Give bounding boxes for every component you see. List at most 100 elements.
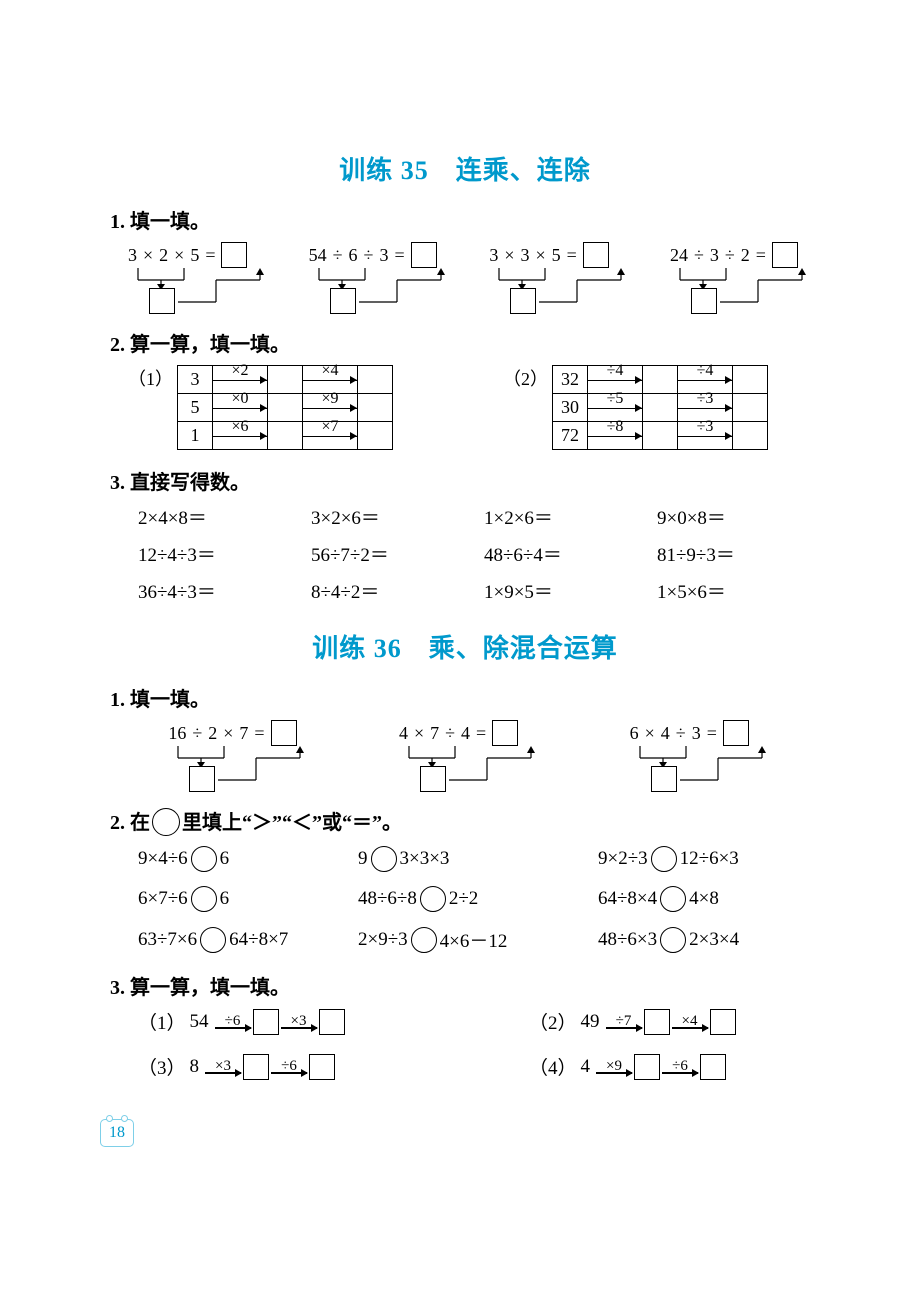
mental-math-item: 12÷4÷3＝ — [138, 540, 301, 567]
compare-item: 63÷7×664÷8×7 — [138, 926, 358, 953]
operator-2: ÷ — [676, 722, 686, 745]
compare-circle[interactable] — [651, 846, 677, 872]
mental-math-item: 1×5×6＝ — [657, 577, 820, 604]
operand-c: 5 — [190, 244, 199, 267]
chain-out-box[interactable] — [319, 1009, 345, 1035]
operand-c: 5 — [552, 244, 561, 267]
compare-circle[interactable] — [191, 846, 217, 872]
ex35-q2-row: （1） 3 ×2 ×4 5 ×0 ×9 1 ×6 ×7 （2） 32 ÷4 ÷4 — [128, 365, 820, 450]
chain-mid-box[interactable] — [643, 394, 678, 422]
chain-mid-box[interactable] — [268, 366, 303, 394]
mental-math-item: 9×0×8＝ — [657, 503, 820, 530]
step-box[interactable] — [691, 288, 717, 314]
operand-c: 7 — [239, 722, 248, 745]
operand-b: 3 — [520, 244, 529, 267]
compare-circle[interactable] — [191, 886, 217, 912]
step-box[interactable] — [189, 766, 215, 792]
chain-out-box[interactable] — [358, 394, 393, 422]
compare-item: 64÷8×44×8 — [598, 886, 820, 912]
chain-input: 72 — [553, 422, 588, 450]
chain-mid-box[interactable] — [268, 394, 303, 422]
result-box[interactable] — [772, 242, 798, 268]
chain-tag: （1） — [138, 1008, 186, 1035]
operand-b: 4 — [661, 722, 670, 745]
chain-tag: （2） — [503, 365, 548, 391]
operator-1: × — [414, 722, 424, 745]
ex35-q1-label: 1. 填一填。 — [110, 205, 820, 234]
result-box[interactable] — [271, 720, 297, 746]
compare-circle[interactable] — [660, 886, 686, 912]
mental-math-item: 1×9×5＝ — [484, 577, 647, 604]
compare-right: 3×3×3 — [400, 848, 450, 870]
result-box[interactable] — [221, 242, 247, 268]
ex36-q1-row: 16 ÷ 2 × 7 = 4 × 7 ÷ 4 — [128, 720, 820, 790]
step-box[interactable] — [651, 766, 677, 792]
chain-mid-box[interactable] — [243, 1054, 269, 1080]
result-box[interactable] — [492, 720, 518, 746]
chain-op: ÷8 — [588, 422, 643, 450]
chain-out-box[interactable] — [733, 422, 768, 450]
operand-a: 4 — [399, 722, 408, 745]
operand-b: 2 — [208, 722, 217, 745]
chain-op: ÷3 — [678, 422, 733, 450]
ex35-q3-grid: 2×4×8＝3×2×6＝1×2×6＝9×0×8＝12÷4÷3＝56÷7÷2＝48… — [138, 503, 820, 604]
operator-2: ÷ — [725, 244, 735, 267]
chain-mid-box[interactable] — [253, 1009, 279, 1035]
bracket-expression: 16 ÷ 2 × 7 = — [168, 720, 318, 790]
compare-right: 12÷6×3 — [680, 848, 739, 870]
compare-left: 9×4÷6 — [138, 848, 188, 870]
chain-problem: （3） 8 ×3 ÷6 — [138, 1053, 429, 1080]
chain-out-box[interactable] — [358, 366, 393, 394]
step-box[interactable] — [330, 288, 356, 314]
bracket-expression: 6 × 4 ÷ 3 = — [630, 720, 780, 790]
chain-tag: （4） — [529, 1053, 577, 1080]
operand-c: 4 — [461, 722, 470, 745]
operator-1: × — [645, 722, 655, 745]
exercise-36-title: 训练 36 乘、除混合运算 — [110, 628, 820, 665]
operand-b: 7 — [430, 722, 439, 745]
result-box[interactable] — [723, 720, 749, 746]
chain-out-box[interactable] — [733, 394, 768, 422]
op-arrow: ×3 — [205, 1059, 241, 1073]
bracket-expression: 24 ÷ 3 ÷ 2 = — [670, 242, 820, 312]
step-box[interactable] — [420, 766, 446, 792]
chain-problem: （4） 4 ×9 ÷6 — [529, 1053, 820, 1080]
compare-item: 9×4÷66 — [138, 846, 358, 872]
operand-c: 3 — [379, 244, 388, 267]
op-arrow: ×9 — [596, 1059, 632, 1073]
chain-mid-box[interactable] — [268, 422, 303, 450]
chain-out-box[interactable] — [358, 422, 393, 450]
operand-b: 3 — [710, 244, 719, 267]
compare-item: 48÷6×32×3×4 — [598, 926, 820, 953]
chain-mid-box[interactable] — [634, 1054, 660, 1080]
compare-left: 48÷6×3 — [598, 929, 657, 951]
chain-out-box[interactable] — [710, 1009, 736, 1035]
chain-tag: （3） — [138, 1053, 186, 1080]
compare-right: 4×8 — [689, 888, 719, 910]
chain-tag: （1） — [128, 365, 173, 391]
chain-problem: （2） 49 ÷7 ×4 — [529, 1008, 820, 1035]
chain-mid-box[interactable] — [643, 422, 678, 450]
step-box[interactable] — [149, 288, 175, 314]
result-box[interactable] — [583, 242, 609, 268]
compare-circle[interactable] — [200, 927, 226, 953]
chain-mid-box[interactable] — [643, 366, 678, 394]
compare-circle[interactable] — [371, 846, 397, 872]
operand-a: 3 — [489, 244, 498, 267]
compare-circle[interactable] — [660, 927, 686, 953]
compare-item: 6×7÷66 — [138, 886, 358, 912]
chain-mid-box[interactable] — [644, 1009, 670, 1035]
result-box[interactable] — [411, 242, 437, 268]
chain-out-box[interactable] — [309, 1054, 335, 1080]
chain-out-box[interactable] — [733, 366, 768, 394]
operator-2: ÷ — [445, 722, 455, 745]
ex35-q3-label: 3. 直接写得数。 — [110, 466, 820, 495]
chain-out-box[interactable] — [700, 1054, 726, 1080]
chain-group: （1） 3 ×2 ×4 5 ×0 ×9 1 ×6 ×7 — [128, 365, 393, 450]
compare-right: 2÷2 — [449, 888, 478, 910]
ex36-q3-label: 3. 算一算，填一填。 — [110, 971, 820, 1000]
compare-circle[interactable] — [411, 927, 437, 953]
step-box[interactable] — [510, 288, 536, 314]
compare-left: 48÷6÷8 — [358, 888, 417, 910]
compare-circle[interactable] — [420, 886, 446, 912]
